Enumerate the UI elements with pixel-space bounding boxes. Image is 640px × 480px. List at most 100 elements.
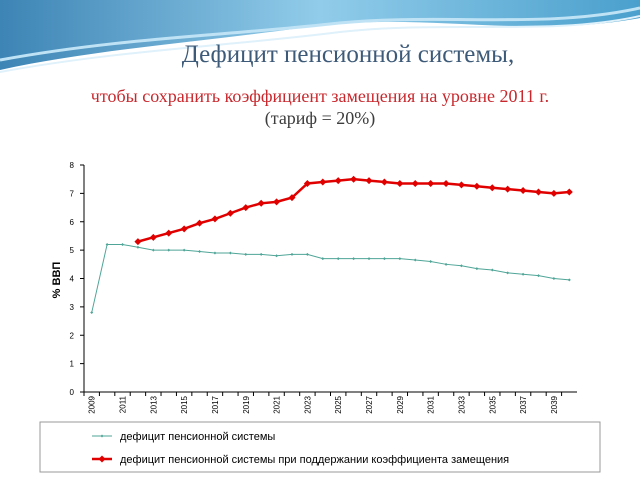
data-point xyxy=(427,179,435,187)
data-point xyxy=(504,185,512,193)
y-tick-label: 6 xyxy=(70,218,75,227)
legend-box xyxy=(39,421,601,473)
data-point xyxy=(167,248,171,252)
data-point xyxy=(303,179,311,187)
data-point xyxy=(567,278,571,282)
data-point xyxy=(490,268,494,272)
data-point xyxy=(488,184,496,192)
y-tick-label: 0 xyxy=(70,388,75,397)
data-point xyxy=(382,257,386,261)
title: Дефицит пенсионной системы, xyxy=(182,41,514,68)
x-tick-label: 2039 xyxy=(550,395,559,413)
data-point xyxy=(552,277,556,280)
data-point xyxy=(196,219,204,227)
data-point xyxy=(350,175,358,183)
data-point xyxy=(475,267,479,271)
data-point xyxy=(365,177,373,185)
data-point xyxy=(319,178,327,186)
data-point xyxy=(396,179,404,187)
data-point xyxy=(288,194,296,202)
data-point xyxy=(228,251,232,255)
legend-marker xyxy=(100,434,104,438)
data-point xyxy=(411,179,419,187)
data-point xyxy=(244,252,248,256)
data-point xyxy=(180,225,188,233)
y-tick-label: 2 xyxy=(70,331,75,340)
data-point xyxy=(198,250,202,254)
header-wave xyxy=(0,0,640,73)
x-tick-label: 2031 xyxy=(427,395,436,413)
data-point xyxy=(550,189,558,197)
x-tick-label: 2013 xyxy=(149,395,158,413)
data-point xyxy=(334,177,342,185)
y-tick-label: 7 xyxy=(70,189,75,198)
data-point xyxy=(506,271,510,275)
y-tick-label: 8 xyxy=(70,161,75,170)
x-tick-label: 2019 xyxy=(242,395,251,413)
data-point xyxy=(121,242,125,246)
data-point xyxy=(459,264,463,268)
data-point xyxy=(519,187,527,195)
y-tick-label: 4 xyxy=(70,275,75,284)
data-point xyxy=(257,199,265,207)
y-tick-label: 3 xyxy=(70,303,75,312)
x-tick-label: 2029 xyxy=(396,395,405,413)
x-tick-label: 2035 xyxy=(488,395,497,413)
data-point xyxy=(429,259,433,263)
data-point xyxy=(565,188,573,196)
x-tick-label: 2023 xyxy=(303,395,312,413)
data-point xyxy=(259,252,263,256)
legend-label: дефицит пенсионной системы при поддержан… xyxy=(120,454,509,466)
data-point xyxy=(457,181,465,189)
data-point xyxy=(90,311,94,315)
data-point xyxy=(380,178,388,186)
x-tick-label: 2037 xyxy=(519,395,528,413)
x-tick-label: 2009 xyxy=(88,395,97,413)
y-tick-label: 1 xyxy=(70,360,75,369)
data-point xyxy=(442,179,450,187)
legend-label: дефицит пенсионной системы xyxy=(120,431,275,443)
data-point xyxy=(336,257,340,261)
data-point xyxy=(536,274,540,278)
note: (тариф = 20%) xyxy=(265,108,376,129)
data-point xyxy=(105,242,109,246)
data-point xyxy=(182,248,186,252)
data-point xyxy=(352,257,356,261)
x-tick-label: 2027 xyxy=(365,395,374,413)
data-point xyxy=(151,248,155,252)
x-tick-label: 2033 xyxy=(457,395,466,413)
data-point xyxy=(136,245,140,249)
data-point xyxy=(305,252,309,256)
data-point xyxy=(226,209,234,217)
data-point xyxy=(213,251,217,255)
x-tick-label: 2025 xyxy=(334,395,343,413)
data-point xyxy=(134,238,142,246)
data-point xyxy=(398,257,402,261)
data-point xyxy=(275,254,279,258)
legend-marker xyxy=(98,455,106,463)
data-point xyxy=(413,258,417,262)
data-point xyxy=(321,257,325,261)
data-point xyxy=(444,262,448,266)
data-point xyxy=(211,215,219,223)
series-line xyxy=(137,177,570,243)
data-point xyxy=(149,233,157,241)
data-point xyxy=(473,182,481,190)
x-tick-label: 2015 xyxy=(180,395,189,413)
data-point xyxy=(165,229,173,237)
data-point xyxy=(367,257,371,261)
data-point xyxy=(242,204,250,212)
y-axis-label: % ВВП xyxy=(51,262,63,299)
y-tick-label: 5 xyxy=(70,246,75,255)
data-point xyxy=(521,272,525,276)
data-point xyxy=(290,252,294,256)
data-point xyxy=(273,198,281,206)
x-tick-label: 2021 xyxy=(273,395,282,413)
subtitle: чтобы сохранить коэффициент замещения на… xyxy=(91,86,549,106)
x-tick-label: 2011 xyxy=(119,395,128,413)
x-tick-label: 2017 xyxy=(211,395,220,413)
series-line xyxy=(91,243,570,313)
data-point xyxy=(534,188,542,196)
